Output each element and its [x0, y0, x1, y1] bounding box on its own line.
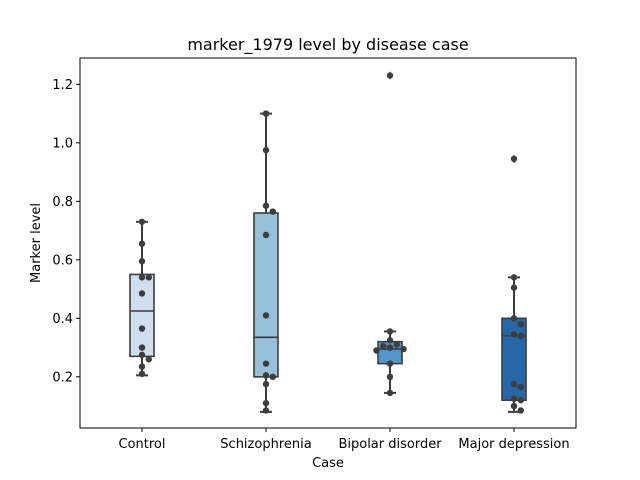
- data-point: [510, 331, 518, 338]
- y-axis: 0.2 0.4 0.6 0.8 1.0 1.2: [52, 78, 80, 385]
- x-tick-label: Control: [119, 437, 166, 452]
- data-point: [510, 315, 518, 322]
- y-tick-label: 0.8: [52, 195, 73, 210]
- data-point: [138, 370, 146, 378]
- data-point: [400, 345, 407, 353]
- data-point: [517, 320, 524, 328]
- x-axis: Control Schizophrenia Bipolar disorder Majo…: [119, 428, 570, 452]
- data-point: [386, 72, 394, 79]
- data-point: [510, 380, 518, 388]
- data-point: [386, 373, 394, 381]
- y-tick-label: 0.2: [52, 370, 73, 385]
- y-tick-label: 1.2: [52, 78, 73, 93]
- box-group-control: [129, 220, 155, 377]
- data-point: [386, 328, 394, 335]
- data-point: [262, 360, 270, 367]
- x-tick-label: Bipolar disorder: [338, 437, 442, 452]
- data-point: [373, 347, 380, 354]
- data-point: [386, 344, 394, 351]
- y-tick-label: 1.0: [52, 136, 73, 151]
- data-point: [517, 397, 524, 404]
- box-group-schizophrenia: [253, 112, 279, 413]
- data-point: [510, 395, 518, 402]
- data-point: [262, 231, 270, 239]
- data-point: [380, 342, 387, 350]
- data-point: [517, 383, 524, 391]
- data-point: [138, 344, 146, 351]
- data-point: [138, 240, 146, 247]
- data-point: [269, 373, 276, 381]
- data-point: [138, 218, 146, 225]
- y-tick-label: 0.6: [52, 253, 73, 268]
- data-point: [138, 325, 146, 332]
- data-point: [262, 202, 270, 209]
- data-point: [262, 372, 270, 379]
- data-point: [262, 110, 270, 117]
- data-point: [510, 155, 518, 163]
- data-point: [138, 274, 146, 281]
- data-point: [510, 402, 518, 410]
- data-point: [138, 290, 146, 297]
- points-group-schizophrenia: [262, 110, 276, 414]
- x-axis-label: Case: [312, 456, 344, 471]
- data-point: [138, 351, 146, 359]
- points-group-bipolar-disorder: [373, 72, 407, 397]
- plot-frame: [79, 57, 577, 429]
- y-tick-label: 0.4: [52, 312, 73, 327]
- data-point: [386, 360, 394, 367]
- data-point: [262, 399, 270, 407]
- data-point: [510, 284, 518, 291]
- data-point: [510, 274, 518, 281]
- points-group-control: [138, 218, 152, 378]
- x-tick-label: Schizophrenia: [220, 437, 311, 452]
- data-point: [145, 274, 152, 281]
- data-point: [386, 337, 394, 344]
- data-point: [145, 356, 152, 363]
- plot-content: [129, 71, 527, 414]
- chart-title: marker_1979 level by disease case: [187, 35, 468, 55]
- data-point: [269, 208, 276, 215]
- data-point: [517, 332, 524, 340]
- y-axis-label: Marker level: [29, 203, 44, 283]
- data-point: [138, 363, 146, 370]
- data-point: [386, 389, 394, 397]
- box-iqr: [129, 273, 155, 358]
- data-point: [262, 380, 270, 388]
- data-point: [262, 146, 270, 154]
- data-point: [393, 341, 400, 348]
- data-point: [262, 312, 270, 319]
- data-point: [138, 258, 146, 265]
- points-group-major-depression: [510, 155, 524, 414]
- data-point: [517, 407, 524, 414]
- box-group-major-depression: [501, 154, 527, 413]
- x-tick-label: Major depression: [458, 437, 569, 452]
- data-point: [262, 407, 270, 414]
